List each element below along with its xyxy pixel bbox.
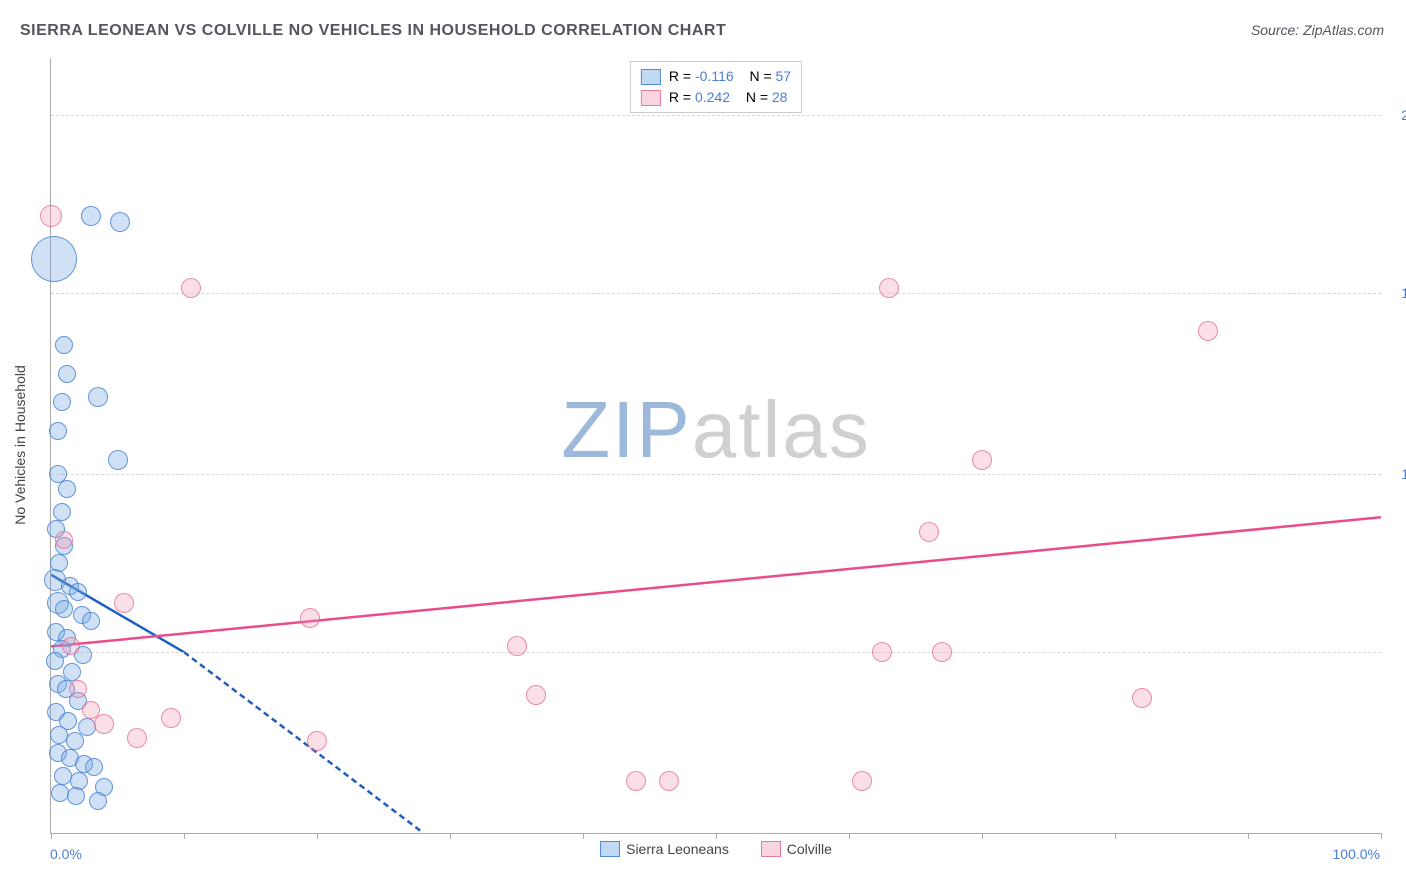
data-point <box>66 732 84 750</box>
data-point <box>852 771 872 791</box>
data-point <box>55 336 73 354</box>
x-tick <box>450 833 451 839</box>
data-point <box>88 387 108 407</box>
source-prefix: Source: <box>1251 22 1303 38</box>
x-tick <box>716 833 717 839</box>
watermark: ZIPatlas <box>561 384 870 476</box>
data-point <box>63 663 81 681</box>
data-point <box>526 685 546 705</box>
x-tick <box>1248 833 1249 839</box>
source-label: Source: ZipAtlas.com <box>1251 22 1384 38</box>
data-point <box>85 758 103 776</box>
data-point <box>67 787 85 805</box>
data-point <box>626 771 646 791</box>
legend-label: Colville <box>787 841 832 857</box>
data-point <box>40 205 62 227</box>
data-point <box>53 393 71 411</box>
x-tick <box>1115 833 1116 839</box>
n-value: 28 <box>772 89 788 105</box>
n-label: N = <box>749 68 775 84</box>
data-point <box>300 608 320 628</box>
data-point <box>872 642 892 662</box>
legend-stats: R = -0.116 N = 57 R = 0.242 N = 28 <box>630 61 802 113</box>
x-tick <box>184 833 185 839</box>
legend-series: Sierra Leoneans Colville <box>51 841 1381 860</box>
data-point <box>181 278 201 298</box>
swatch-icon <box>641 90 661 106</box>
trend-lines-layer <box>51 58 1381 833</box>
legend-item-pink: Colville <box>761 841 832 857</box>
data-point <box>31 236 77 282</box>
data-point <box>62 637 80 655</box>
x-tick <box>317 833 318 839</box>
r-value: 0.242 <box>695 89 730 105</box>
chart-title: SIERRA LEONEAN VS COLVILLE NO VEHICLES I… <box>20 22 726 40</box>
legend-row-blue: R = -0.116 N = 57 <box>641 66 791 87</box>
data-point <box>81 206 101 226</box>
gridline <box>51 652 1381 653</box>
data-point <box>659 771 679 791</box>
data-point <box>879 278 899 298</box>
x-tick <box>583 833 584 839</box>
data-point <box>94 714 114 734</box>
n-label: N = <box>746 89 772 105</box>
data-point <box>161 708 181 728</box>
data-point <box>89 792 107 810</box>
data-point <box>110 212 130 232</box>
data-point <box>55 531 73 549</box>
data-point <box>69 680 87 698</box>
r-value: -0.116 <box>695 68 734 84</box>
data-point <box>919 522 939 542</box>
data-point <box>78 718 96 736</box>
watermark-atlas: atlas <box>692 385 871 474</box>
gridline <box>51 293 1381 294</box>
watermark-zip: ZIP <box>561 385 691 474</box>
data-point <box>82 701 100 719</box>
legend-item-blue: Sierra Leoneans <box>600 841 729 857</box>
y-axis-title: No Vehicles in Household <box>12 365 28 525</box>
n-value: 57 <box>776 68 792 84</box>
legend-row-pink: R = 0.242 N = 28 <box>641 87 791 108</box>
source-name: ZipAtlas.com <box>1303 22 1384 38</box>
y-tick-label: 18.8% <box>1386 285 1406 301</box>
data-point <box>58 480 76 498</box>
data-point <box>58 365 76 383</box>
data-point <box>127 728 147 748</box>
x-axis-min-label: 0.0% <box>50 846 82 862</box>
x-tick <box>51 833 52 839</box>
swatch-icon <box>761 841 781 857</box>
data-point <box>69 583 87 601</box>
y-tick-label: 6.3% <box>1386 644 1406 660</box>
data-point <box>307 731 327 751</box>
x-tick <box>849 833 850 839</box>
data-point <box>49 422 67 440</box>
x-tick <box>1381 833 1382 839</box>
r-label: R = <box>669 68 695 84</box>
data-point <box>114 593 134 613</box>
data-point <box>46 652 64 670</box>
gridline <box>51 115 1381 116</box>
data-point <box>82 612 100 630</box>
swatch-icon <box>600 841 620 857</box>
data-point <box>1198 321 1218 341</box>
gridline <box>51 474 1381 475</box>
data-point <box>55 600 73 618</box>
legend-label: Sierra Leoneans <box>626 841 729 857</box>
y-tick-label: 12.5% <box>1386 466 1406 482</box>
data-point <box>108 450 128 470</box>
y-tick-label: 25.0% <box>1386 107 1406 123</box>
r-label: R = <box>669 89 695 105</box>
data-point <box>972 450 992 470</box>
data-point <box>507 636 527 656</box>
chart-plot-area: ZIPatlas R = -0.116 N = 57 R = 0.242 N =… <box>50 58 1381 834</box>
data-point <box>53 503 71 521</box>
swatch-icon <box>641 69 661 85</box>
data-point <box>1132 688 1152 708</box>
x-axis-max-label: 100.0% <box>1333 846 1380 862</box>
data-point <box>932 642 952 662</box>
x-tick <box>982 833 983 839</box>
